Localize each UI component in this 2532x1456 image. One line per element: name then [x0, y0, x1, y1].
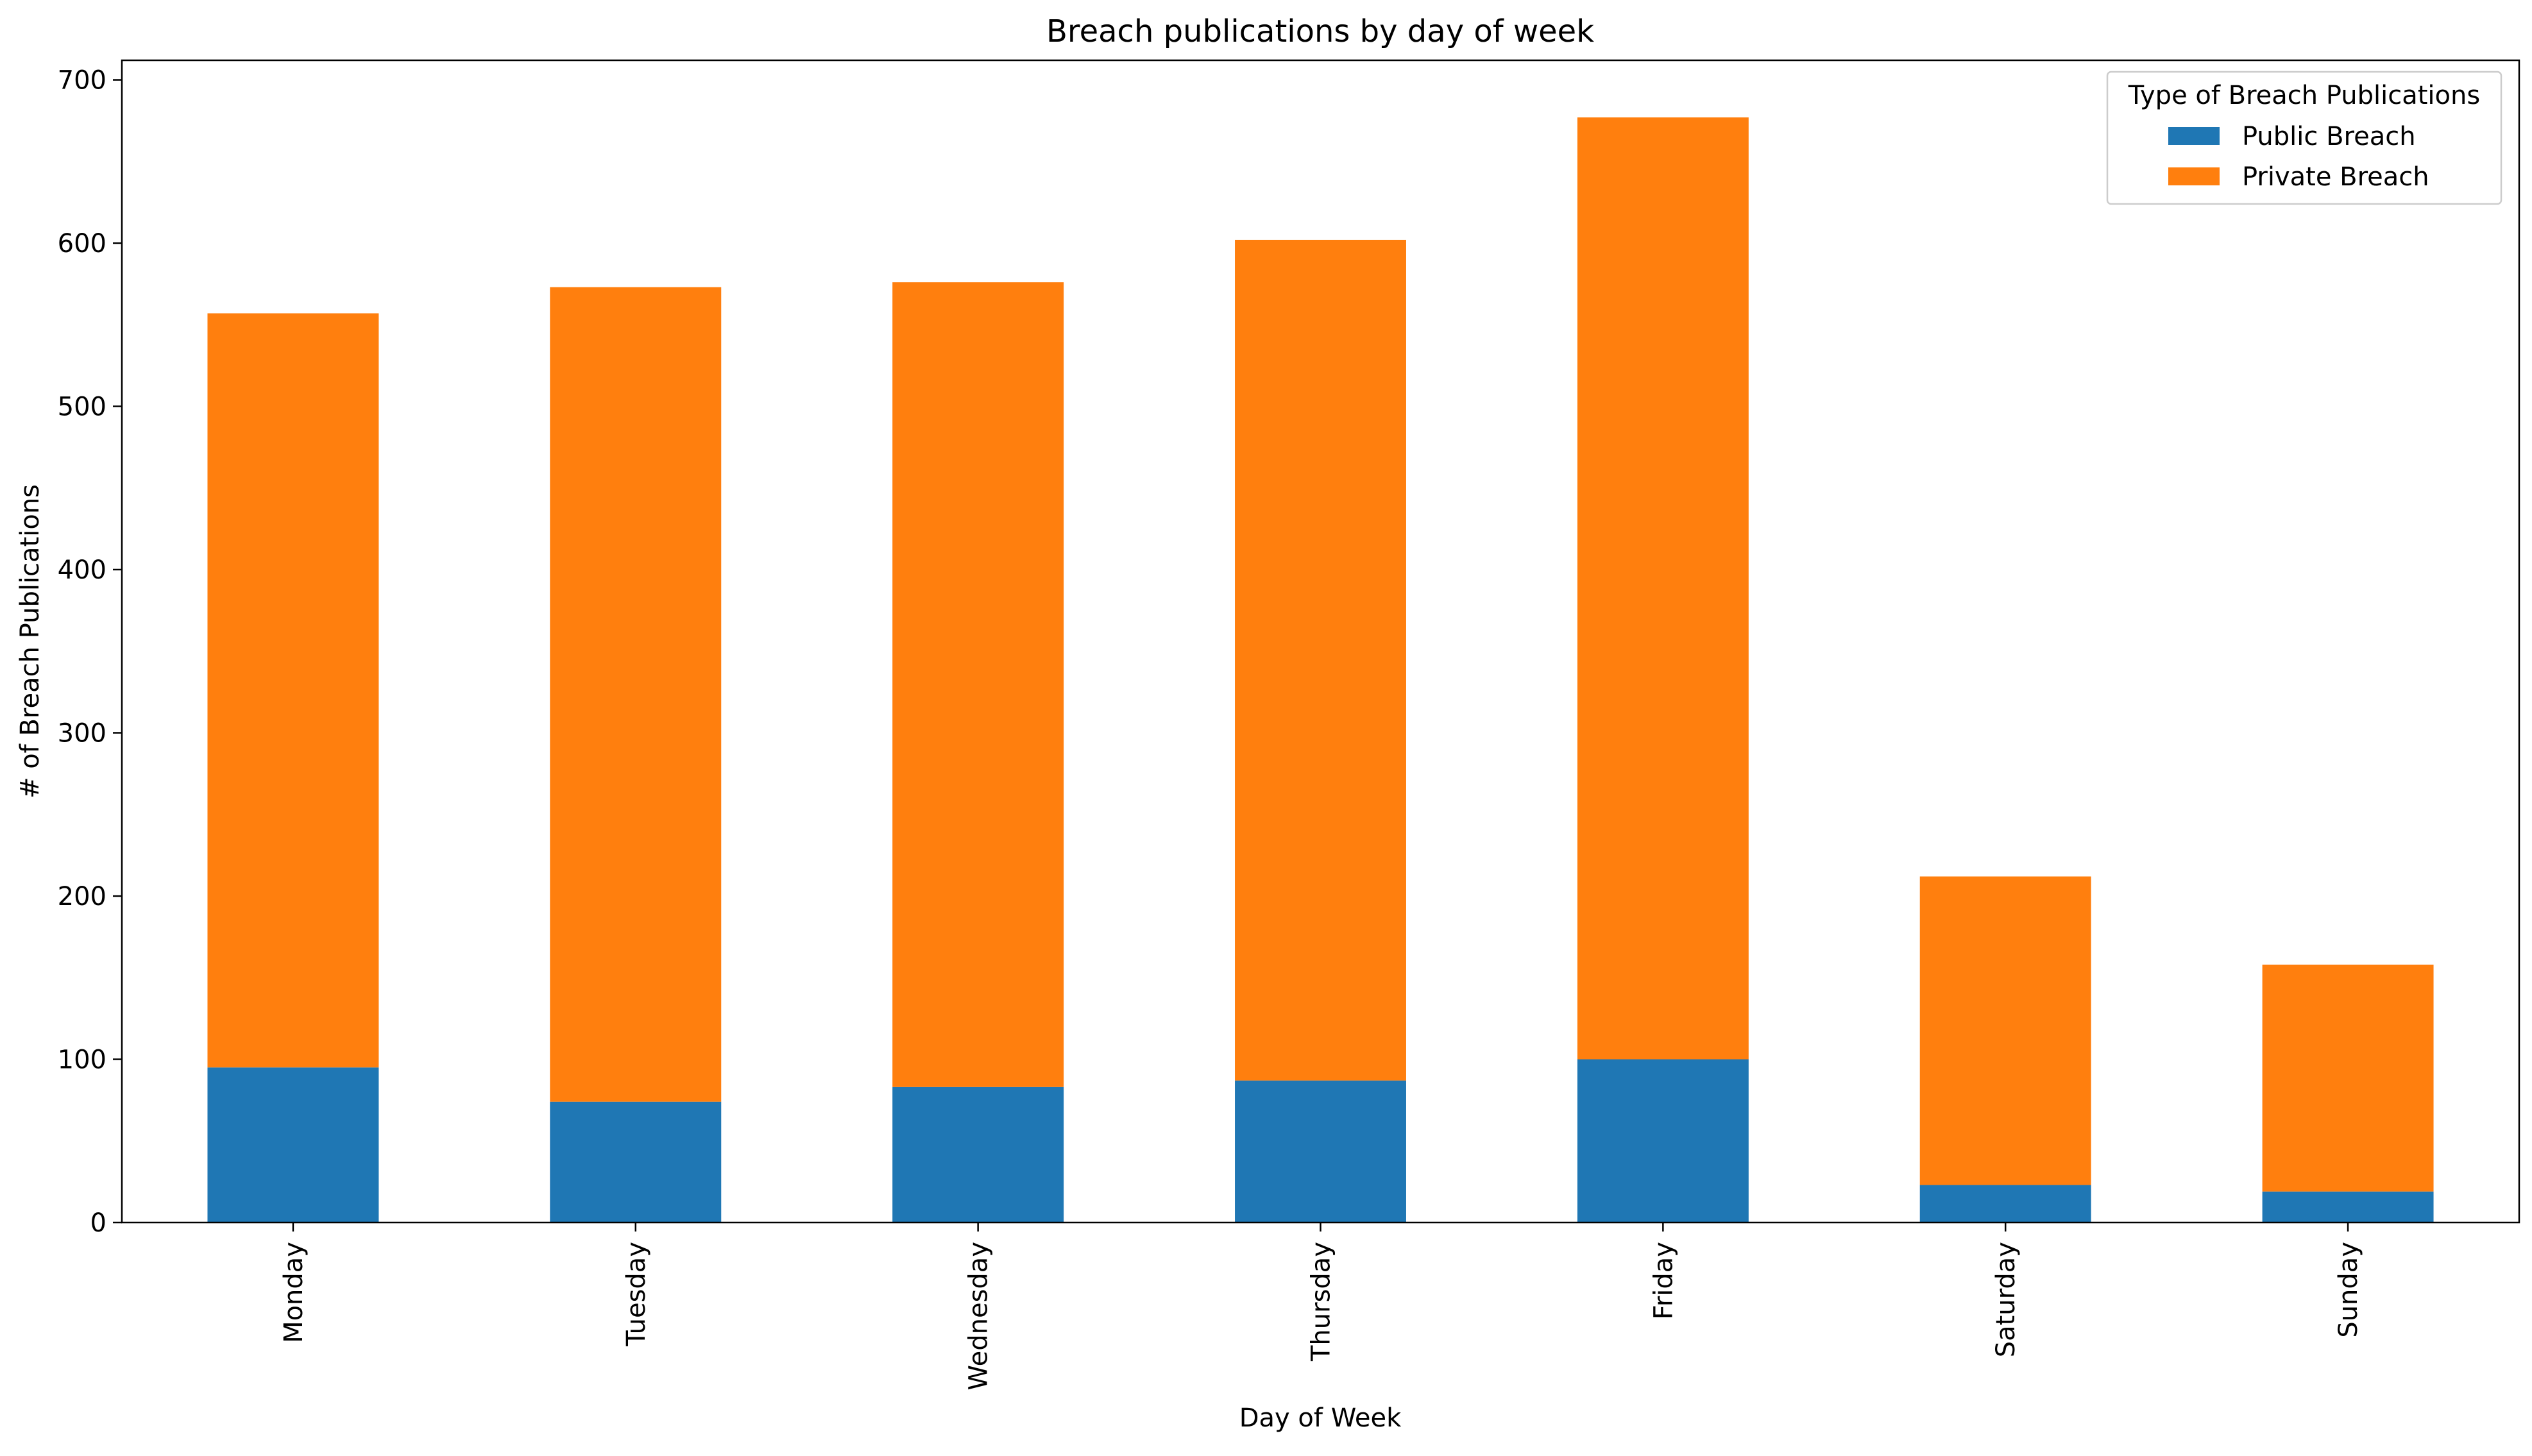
x-tick-label-sunday: Sunday: [2334, 1242, 2363, 1338]
x-tick-label-saturday: Saturday: [1991, 1242, 2021, 1357]
legend-label-private: Private Breach: [2242, 162, 2429, 192]
x-tick-label-friday: Friday: [1649, 1242, 1678, 1319]
y-tick-label: 0: [90, 1208, 106, 1238]
x-tick-label-monday: Monday: [279, 1242, 309, 1343]
bar-private-sunday: [2262, 964, 2434, 1192]
legend-swatch-private: [2168, 167, 2220, 185]
y-tick-label: 100: [58, 1045, 106, 1075]
bar-private-friday: [1577, 117, 1749, 1060]
chart-title: Breach publications by day of week: [1046, 13, 1594, 49]
bar-private-tuesday: [550, 287, 722, 1102]
bars-layer: [207, 117, 2434, 1223]
bar-public-thursday: [1235, 1080, 1406, 1223]
bar-public-friday: [1577, 1059, 1749, 1223]
x-axis-label: Day of Week: [1239, 1403, 1402, 1433]
x-tick-label-tuesday: Tuesday: [622, 1242, 651, 1347]
y-tick-label: 400: [58, 555, 106, 585]
y-tick-label: 500: [58, 393, 106, 422]
y-tick-label: 300: [58, 719, 106, 749]
y-tick-label: 600: [58, 229, 106, 258]
y-axis-label: # of Breach Publications: [15, 484, 45, 799]
legend-label-public: Public Breach: [2242, 122, 2416, 151]
x-tick-label-thursday: Thursday: [1307, 1242, 1336, 1362]
legend-title: Type of Breach Publications: [2128, 81, 2480, 110]
y-tick-label: 700: [58, 66, 106, 96]
legend-swatch-public: [2168, 127, 2220, 145]
axes-layer: 0 100 200 300 400 500 600 700 Monday Tuesday Wedne…: [58, 59, 2520, 1391]
bar-public-monday: [207, 1067, 379, 1223]
bar-private-thursday: [1235, 239, 1406, 1081]
y-tick-label: 200: [58, 882, 106, 911]
bar-private-wednesday: [892, 282, 1064, 1087]
bar-private-saturday: [1919, 876, 2091, 1185]
bar-private-monday: [207, 313, 379, 1068]
bar-public-saturday: [1919, 1185, 2091, 1223]
bar-public-wednesday: [892, 1087, 1064, 1223]
bar-public-tuesday: [550, 1101, 722, 1223]
legend: Type of Breach Publications Public Breach…: [2106, 71, 2502, 205]
x-tick-label-wednesday: Wednesday: [964, 1242, 994, 1391]
bar-public-sunday: [2262, 1191, 2434, 1223]
